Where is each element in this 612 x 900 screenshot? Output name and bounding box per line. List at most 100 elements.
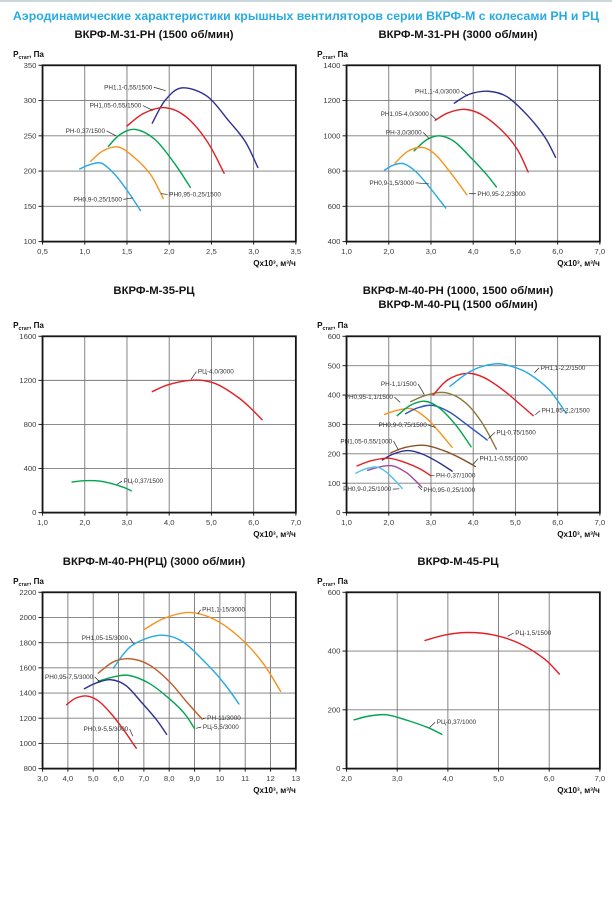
svg-text:600: 600: [328, 588, 341, 597]
svg-text:4,0: 4,0: [443, 774, 454, 783]
svg-text:6,0: 6,0: [113, 774, 124, 783]
svg-text:7,0: 7,0: [595, 518, 606, 527]
svg-text:7,0: 7,0: [595, 774, 606, 783]
chart-title: ВКРФ-М-31-РН (3000 об/мин): [378, 29, 538, 42]
svg-text:Qх10³, м³/ч: Qх10³, м³/ч: [557, 786, 600, 795]
chart-title: ВКРФ-М-31-РН (1500 об/мин): [74, 29, 234, 42]
svg-text:4,0: 4,0: [468, 518, 479, 527]
svg-text:300: 300: [328, 420, 341, 429]
svg-text:1600: 1600: [19, 664, 36, 673]
svg-text:200: 200: [328, 450, 341, 459]
svg-text:10: 10: [216, 774, 225, 783]
svg-text:РН-0,37/1000: РН-0,37/1000: [436, 473, 476, 480]
svg-text:600: 600: [328, 202, 341, 211]
svg-text:6,0: 6,0: [248, 518, 259, 527]
svg-text:Рстат, Па: Рстат, Па: [317, 322, 348, 333]
svg-text:400: 400: [328, 238, 341, 247]
svg-text:РН1,1-0,55/1000: РН1,1-0,55/1000: [480, 456, 529, 463]
svg-text:350: 350: [24, 61, 37, 70]
svg-text:РН-1,1/1500: РН-1,1/1500: [381, 381, 417, 388]
chart-title: ВКРФ-М-45-РЦ: [417, 556, 499, 569]
chart-plot-vkrf-m-40-rn-rc-3000: 3,0 4,0 5,0 6,0 7,0 8,0 9,0 10 11 12 13 800 1000 1200…: [13, 578, 300, 796]
chart-plot-vkrf-m-31-rn-3000: 1,0 2,0 3,0 4,0 5,0 6,0 7,0 400 600 800 1000 1200 14…: [317, 51, 606, 269]
svg-text:1200: 1200: [19, 376, 36, 385]
svg-text:РН1,1-15/3000: РН1,1-15/3000: [202, 607, 245, 614]
svg-text:РН1,05-0,55/1500: РН1,05-0,55/1500: [90, 103, 142, 110]
svg-text:РН1,1-2,2/1500: РН1,1-2,2/1500: [541, 365, 586, 372]
svg-text:100: 100: [328, 479, 341, 488]
page-top-divider: [0, 0, 612, 2]
svg-text:РЦ-0,37/1000: РЦ-0,37/1000: [437, 720, 477, 727]
svg-text:Рстат, Па: Рстат, Па: [317, 51, 348, 62]
svg-text:РН0,95-0,25/1000: РН0,95-0,25/1000: [423, 487, 475, 494]
svg-text:400: 400: [24, 465, 37, 474]
svg-text:9,0: 9,0: [189, 774, 200, 783]
svg-text:600: 600: [328, 332, 341, 341]
chart-plot-vkrf-m-31-rn-1500: 0,5 1,0 1,5 2,0 2,5 3,0 3,5100150200250300350Р…: [13, 51, 302, 269]
svg-text:3,0: 3,0: [426, 247, 437, 256]
svg-text:РЦ-0,75/1500: РЦ-0,75/1500: [496, 430, 536, 437]
svg-text:РН0,95-2,2/3000: РН0,95-2,2/3000: [477, 191, 526, 198]
svg-text:7,0: 7,0: [291, 518, 302, 527]
svg-text:РН0,95-1,1/1500: РН0,95-1,1/1500: [345, 395, 394, 402]
svg-text:1,0: 1,0: [341, 247, 352, 256]
chart-vkrf-m-31-rn-3000: ВКРФ-М-31-РН (3000 об/мин) 1,0 2,0 3,0 4,0 5…: [306, 28, 610, 272]
svg-text:4,0: 4,0: [164, 518, 175, 527]
svg-text:200: 200: [24, 167, 37, 176]
chart-title: ВКРФ-М-35-РЦ: [113, 285, 195, 298]
svg-text:РН1,05-4,0/3000: РН1,05-4,0/3000: [381, 111, 430, 118]
chart-plot-vkrf-m-35-rc: 1,0 2,0 3,0 4,0 5,0 6,0 7,0 0 400 800 1200 1600 РЦ-4…: [13, 322, 302, 540]
svg-text:100: 100: [24, 238, 37, 247]
svg-text:1200: 1200: [323, 97, 340, 106]
svg-text:2,0: 2,0: [383, 247, 394, 256]
svg-text:РН1,05-2,2/1500: РН1,05-2,2/1500: [542, 408, 591, 415]
svg-text:0: 0: [336, 765, 340, 774]
svg-text:3,0: 3,0: [426, 518, 437, 527]
chart-vkrf-m-45-rc: ВКРФ-М-45-РЦ 2,0 3,0 4,0 5,0 6,0 7,0 0 200 400 60…: [306, 555, 610, 799]
svg-text:1,0: 1,0: [79, 247, 90, 256]
svg-text:11: 11: [241, 774, 249, 783]
svg-text:РН0,9-0,25/1000: РН0,9-0,25/1000: [343, 487, 392, 494]
svg-text:РН0,9-5,5/3000: РН0,9-5,5/3000: [84, 726, 129, 733]
svg-text:7,0: 7,0: [139, 774, 150, 783]
svg-text:7,0: 7,0: [595, 247, 606, 256]
svg-text:1600: 1600: [19, 332, 36, 341]
svg-text:Qх10³, м³/ч: Qх10³, м³/ч: [253, 786, 296, 795]
svg-text:5,0: 5,0: [206, 518, 217, 527]
svg-text:3,5: 3,5: [291, 247, 302, 256]
svg-text:2,0: 2,0: [164, 247, 175, 256]
svg-text:500: 500: [328, 362, 341, 371]
svg-text:РН1,1-4,0/3000: РН1,1-4,0/3000: [415, 89, 460, 96]
chart-plot-vkrf-m-45-rc: 2,0 3,0 4,0 5,0 6,0 7,0 0 200 400 600 РЦ-1,5/1500 Р…: [317, 578, 606, 796]
chart-vkrf-m-40-rn-rc-3000: ВКРФ-М-40-РН(РЦ) (3000 об/мин) 3,0 4,0 5,0…: [2, 555, 306, 799]
svg-text:2,5: 2,5: [206, 247, 217, 256]
svg-text:РН0,9-0,75/1500: РН0,9-0,75/1500: [379, 422, 428, 429]
svg-text:1400: 1400: [19, 689, 36, 698]
svg-text:12: 12: [266, 774, 275, 783]
svg-text:5,0: 5,0: [88, 774, 99, 783]
svg-text:Рстат, Па: Рстат, Па: [13, 51, 44, 62]
svg-text:РН0,95-7,5/3000: РН0,95-7,5/3000: [45, 674, 94, 681]
svg-text:400: 400: [328, 647, 341, 656]
svg-text:200: 200: [328, 706, 341, 715]
svg-text:Qх10³, м³/ч: Qх10³, м³/ч: [557, 259, 600, 268]
svg-text:8,0: 8,0: [164, 774, 175, 783]
charts-grid: ВКРФ-М-31-РН (1500 об/мин) 0,5 1,0 1,5 2,0 2…: [0, 28, 612, 799]
svg-text:2200: 2200: [19, 588, 36, 597]
chart-title-line1: ВКРФ-М-40-РН (1000, 1500 об/мин): [362, 285, 554, 298]
svg-text:1400: 1400: [323, 61, 340, 70]
svg-text:Qх10³, м³/ч: Qх10³, м³/ч: [557, 530, 600, 539]
chart-vkrf-m-40-rn-rc-1500: ВКРФ-М-40-РН (1000, 1500 об/мин) ВКРФ-М-…: [306, 284, 610, 543]
svg-text:1,0: 1,0: [341, 518, 352, 527]
chart-title-line2: ВКРФ-М-40-РЦ (1500 об/мин): [378, 299, 538, 312]
svg-text:1,0: 1,0: [37, 518, 48, 527]
svg-text:РН0,9-0,25/1500: РН0,9-0,25/1500: [74, 197, 123, 204]
svg-text:0: 0: [32, 509, 36, 518]
svg-text:150: 150: [24, 202, 37, 211]
svg-text:3,0: 3,0: [37, 774, 48, 783]
chart-vkrf-m-35-rc: ВКРФ-М-35-РЦ 1,0 2,0 3,0 4,0 5,0 6,0 7,0 0 400 80…: [2, 284, 306, 543]
chart-title: ВКРФ-М-40-РН(РЦ) (3000 об/мин): [62, 556, 246, 569]
svg-text:3,0: 3,0: [122, 518, 133, 527]
svg-text:РЦ-5,5/3000: РЦ-5,5/3000: [203, 724, 239, 731]
svg-text:3,0: 3,0: [392, 774, 403, 783]
